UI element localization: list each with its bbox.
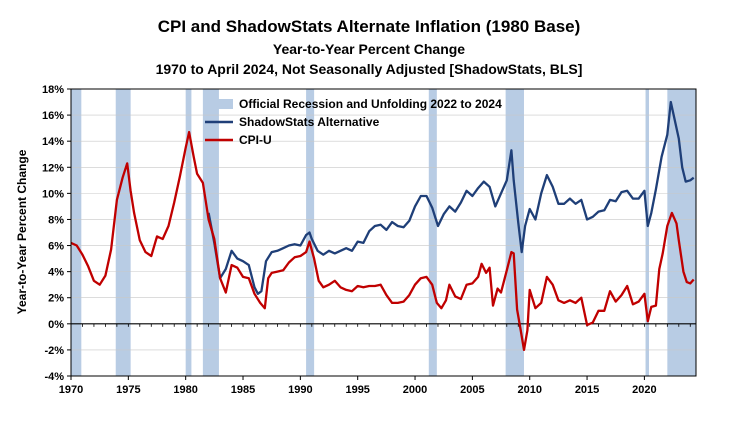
legend-label-shadowstats: ShadowStats Alternative [239, 115, 380, 129]
y-tick-label: 6% [48, 241, 64, 253]
y-tick-label: -2% [44, 345, 64, 357]
recession-band-8 [667, 89, 696, 376]
y-tick-label: -4% [44, 371, 64, 383]
zero-line [70, 323, 696, 327]
chart-title: CPI and ShadowStats Alternate Inflation … [157, 17, 581, 36]
y-tick-label: 10% [42, 188, 64, 200]
legend-label-cpi-u: CPI-U [239, 133, 272, 147]
recession-band-3 [202, 89, 219, 376]
plot-area-border [70, 88, 697, 377]
x-tick-label: 1975 [116, 384, 140, 396]
recession-band-7 [645, 89, 649, 376]
x-tick-label: 2010 [517, 384, 541, 396]
y-tick-label: 14% [42, 136, 64, 148]
series-lines [70, 100, 695, 352]
x-tick-label: 1985 [231, 384, 255, 396]
x-tick-label: 2020 [632, 384, 656, 396]
recession-band-0 [71, 89, 82, 376]
y-axis-ticks: -4% -2% 0% 2% 4% 6% 8% 10% 12% 14% 16% 18% [42, 84, 71, 383]
chart-subtitle: Year-to-Year Percent Change [272, 41, 466, 57]
y-tick-label: 8% [48, 214, 64, 226]
legend-swatch-recession [205, 99, 233, 109]
gridlines [71, 88, 696, 377]
plot-frame [70, 88, 697, 377]
y-tick-label: 0% [48, 319, 64, 331]
y-tick-label: 18% [42, 84, 64, 96]
legend: Official Recession and Unfolding 2022 to… [205, 97, 502, 147]
x-tick-label: 1995 [345, 384, 369, 396]
chart-subtitle-range: 1970 to April 2024, Not Seasonally Adjus… [155, 61, 583, 77]
y-axis-label: Year-to-Year Percent Change [15, 149, 29, 314]
x-tick-label: 1980 [173, 384, 197, 396]
recession-band-1 [115, 89, 131, 376]
recession-band-2 [185, 89, 192, 376]
x-tick-label: 2000 [403, 384, 427, 396]
x-tick-label: 1990 [288, 384, 312, 396]
y-tick-label: 2% [48, 293, 64, 305]
y-tick-label: 12% [42, 162, 64, 174]
series-line-shadowstats [207, 100, 695, 295]
x-tick-label: 1970 [59, 384, 83, 396]
y-tick-label: 16% [42, 110, 64, 122]
x-tick-label: 2005 [460, 384, 484, 396]
x-tick-label: 2015 [575, 384, 599, 396]
recession-band-5 [428, 89, 437, 376]
series-line-cpi-u [70, 130, 695, 352]
legend-label-recession: Official Recession and Unfolding 2022 to… [239, 97, 502, 111]
y-tick-label: 4% [48, 267, 64, 279]
x-axis-ticks: 1970 1975 1980 1985 1990 1995 2000 2005 2010 2015… [59, 376, 657, 396]
